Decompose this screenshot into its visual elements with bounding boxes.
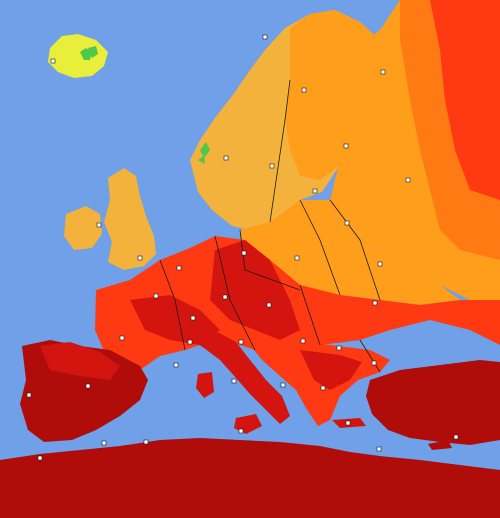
marker-paris — [153, 293, 159, 299]
marker-amsterdam — [176, 265, 182, 271]
marker-oulu — [301, 87, 307, 93]
marker-edinburgh — [96, 222, 102, 228]
marker-st-petersburg — [343, 143, 349, 149]
marker-moscow — [405, 177, 411, 183]
marker-palermo — [238, 428, 244, 434]
marker-prague — [222, 294, 228, 300]
marker-madrid — [85, 383, 91, 389]
marker-ankara — [453, 434, 459, 440]
north-africa — [0, 438, 500, 518]
marker-berlin — [241, 250, 247, 256]
marker-naples — [280, 382, 286, 388]
marker-athens — [320, 385, 326, 391]
british-isles — [64, 168, 156, 270]
marker-tunis — [143, 439, 149, 445]
marker-kyiv — [377, 261, 383, 267]
marker-sofia — [336, 345, 342, 351]
marker-rome — [231, 378, 237, 384]
marker-stockholm — [269, 163, 275, 169]
balkans — [250, 340, 390, 426]
marker-crete — [345, 420, 351, 426]
marker-trondheim — [223, 155, 229, 161]
marker-tromso — [262, 34, 268, 40]
marker-warsaw — [294, 255, 300, 261]
marker-munich — [190, 315, 196, 321]
marker-istanbul — [371, 360, 377, 366]
turkey — [366, 360, 500, 445]
russia-east — [240, 0, 500, 305]
marker-minsk — [344, 220, 350, 226]
marker-bucharest — [372, 300, 378, 306]
marker-vienna — [266, 302, 272, 308]
marker-lisbon — [26, 392, 32, 398]
city-markers — [26, 34, 459, 461]
marker-riga — [312, 188, 318, 194]
marker-belgrade — [300, 338, 306, 344]
marker-reykjavik — [50, 58, 56, 64]
iceland — [48, 34, 108, 78]
country-borders — [159, 79, 381, 373]
marker-bordeaux — [119, 335, 125, 341]
marker-murmansk — [380, 69, 386, 75]
marker-milan — [187, 339, 193, 345]
marker-marseille — [173, 362, 179, 368]
iberia — [20, 340, 148, 442]
marker-cyprus — [376, 446, 382, 452]
marker-zagreb — [238, 339, 244, 345]
marker-tripoli — [37, 455, 43, 461]
marker-algiers — [101, 440, 107, 446]
marker-london — [137, 255, 143, 261]
